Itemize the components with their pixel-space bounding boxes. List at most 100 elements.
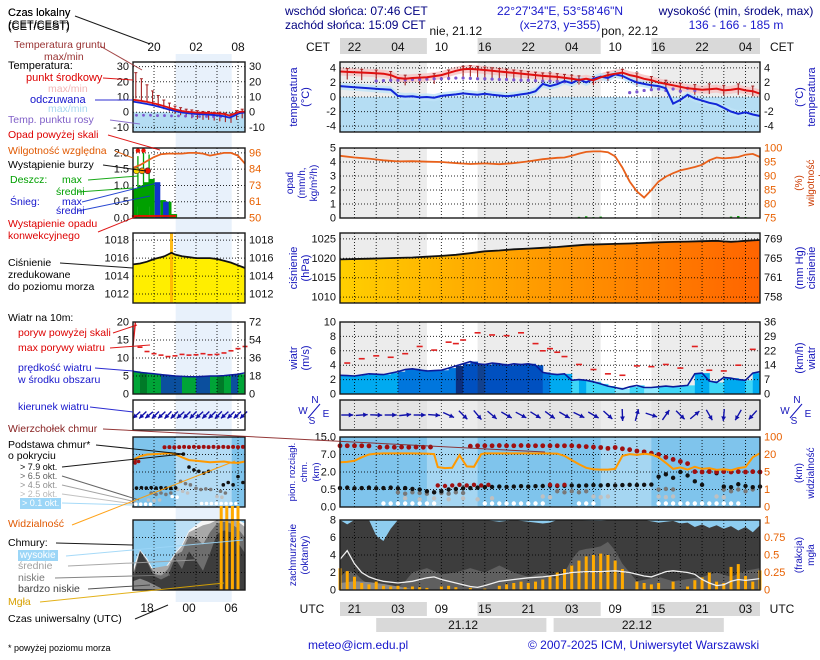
svg-text:72: 72	[249, 317, 261, 329]
legend-19: Wystąpienie opadu	[8, 218, 98, 230]
legend-35: > 4.5 okt.	[20, 480, 58, 490]
svg-text:80: 80	[764, 199, 776, 211]
legend-17: max	[62, 196, 82, 208]
svg-text:7: 7	[764, 374, 770, 386]
svg-text:-4: -4	[764, 121, 774, 133]
svg-text:1016: 1016	[249, 253, 273, 265]
legend-1: (CET/CEST)	[8, 19, 70, 31]
svg-text:0: 0	[249, 389, 255, 401]
svg-text:36: 36	[764, 317, 776, 329]
svg-text:8: 8	[330, 515, 336, 527]
legend-39: Chmury:	[8, 537, 48, 549]
legend-0: Czas lokalny	[8, 7, 71, 19]
svg-text:0: 0	[249, 107, 255, 119]
svg-text:50: 50	[249, 213, 261, 225]
svg-text:4: 4	[330, 360, 336, 372]
svg-text:95: 95	[764, 157, 776, 169]
svg-text:21: 21	[522, 602, 536, 616]
legend-27: prędkość wiatru	[18, 362, 92, 374]
svg-text:29: 29	[764, 331, 776, 343]
svg-text:4: 4	[330, 62, 336, 74]
legend-11: Wilgotność względna	[8, 145, 107, 157]
legend-14: max	[62, 174, 82, 186]
svg-text:10: 10	[435, 40, 449, 54]
svg-text:03: 03	[391, 602, 405, 616]
svg-text:22: 22	[695, 40, 709, 54]
svg-text:1.5: 1.5	[114, 164, 129, 176]
svg-text:0: 0	[123, 107, 129, 119]
svg-text:3: 3	[330, 171, 336, 183]
legend-25: poryw powyżej skali	[18, 327, 111, 339]
svg-text:21.12: 21.12	[448, 618, 478, 632]
legend-26: max porywy wiatru	[18, 342, 105, 354]
legend-6: max/min	[48, 83, 88, 95]
svg-text:04: 04	[565, 40, 579, 54]
svg-text:100: 100	[764, 432, 782, 444]
svg-text:0.5: 0.5	[764, 550, 779, 562]
legend-29: kierunek wiatru	[18, 401, 89, 413]
legend-38: Widzialność	[8, 518, 65, 530]
svg-text:2: 2	[330, 77, 336, 89]
legend-16: Śnieg:	[10, 196, 40, 208]
svg-text:20: 20	[117, 76, 129, 88]
svg-text:UTC: UTC	[300, 602, 325, 616]
legend-37: > 0.1 okt.	[20, 498, 62, 509]
svg-text:0: 0	[764, 92, 770, 104]
svg-text:06: 06	[224, 601, 238, 615]
svg-text:75: 75	[764, 213, 776, 225]
svg-text:36: 36	[249, 353, 261, 365]
svg-text:0: 0	[330, 389, 336, 401]
svg-text:22: 22	[348, 40, 362, 54]
svg-text:00: 00	[182, 601, 196, 615]
svg-text:-4: -4	[326, 121, 336, 133]
svg-text:E: E	[323, 409, 330, 420]
svg-text:-10: -10	[113, 122, 129, 134]
contact-email-link[interactable]: meteo@icm.edu.pl	[308, 638, 409, 652]
svg-text:1020: 1020	[312, 253, 336, 265]
axis-title-wind-right: (km/h) wiatr	[794, 342, 818, 374]
axis-title-visibility-right: (km) widzialność	[794, 447, 817, 499]
svg-text:10: 10	[117, 353, 129, 365]
legend-43: bardzo niskie	[18, 583, 80, 595]
svg-text:8: 8	[330, 331, 336, 343]
legend-44: Mgła	[8, 596, 31, 608]
legend-40: wysokie	[18, 550, 58, 561]
svg-text:10: 10	[608, 40, 622, 54]
legend-7: odczuwana	[30, 94, 86, 106]
axis-title-pressure-left: ciśnienie (hPa)	[288, 246, 312, 290]
legend-13: Deszcz:	[10, 174, 48, 186]
legend-28: w środku obszaru	[18, 374, 101, 386]
legend-33: > 7.9 okt.	[20, 462, 58, 472]
svg-text:30: 30	[117, 61, 129, 73]
local-time-label: Czas lokalny (CET/CEST)	[8, 7, 71, 33]
svg-text:21: 21	[695, 602, 709, 616]
svg-text:10: 10	[249, 92, 261, 104]
svg-text:30: 30	[249, 61, 261, 73]
svg-text:S: S	[791, 416, 798, 427]
svg-text:96: 96	[249, 147, 261, 159]
svg-text:1025: 1025	[312, 233, 336, 245]
svg-text:18: 18	[140, 601, 154, 615]
svg-text:1014: 1014	[249, 271, 273, 283]
svg-text:21: 21	[348, 602, 362, 616]
svg-text:2: 2	[330, 374, 336, 386]
svg-text:1010: 1010	[312, 292, 336, 304]
coordinates: 22°27'34"E, 53°58'46"N	[496, 4, 624, 18]
svg-text:15: 15	[117, 335, 129, 347]
svg-text:0: 0	[330, 213, 336, 225]
svg-text:0: 0	[764, 389, 770, 401]
svg-text:E: E	[805, 409, 812, 420]
svg-text:09: 09	[435, 602, 449, 616]
svg-text:N: N	[793, 395, 800, 406]
legend-4: Temperatura:	[8, 60, 73, 72]
legend-36: > 2.5 okt.	[20, 489, 58, 499]
svg-text:20: 20	[147, 40, 161, 54]
svg-text:1018: 1018	[105, 235, 129, 247]
svg-text:1015: 1015	[312, 272, 336, 284]
svg-text:03: 03	[739, 602, 753, 616]
sunrise-label: wschód słońca: 07:46 CET	[285, 4, 428, 18]
svg-text:UTC: UTC	[770, 602, 795, 616]
svg-text:0.5: 0.5	[321, 484, 336, 496]
svg-text:pon, 22.12: pon, 22.12	[601, 24, 658, 38]
